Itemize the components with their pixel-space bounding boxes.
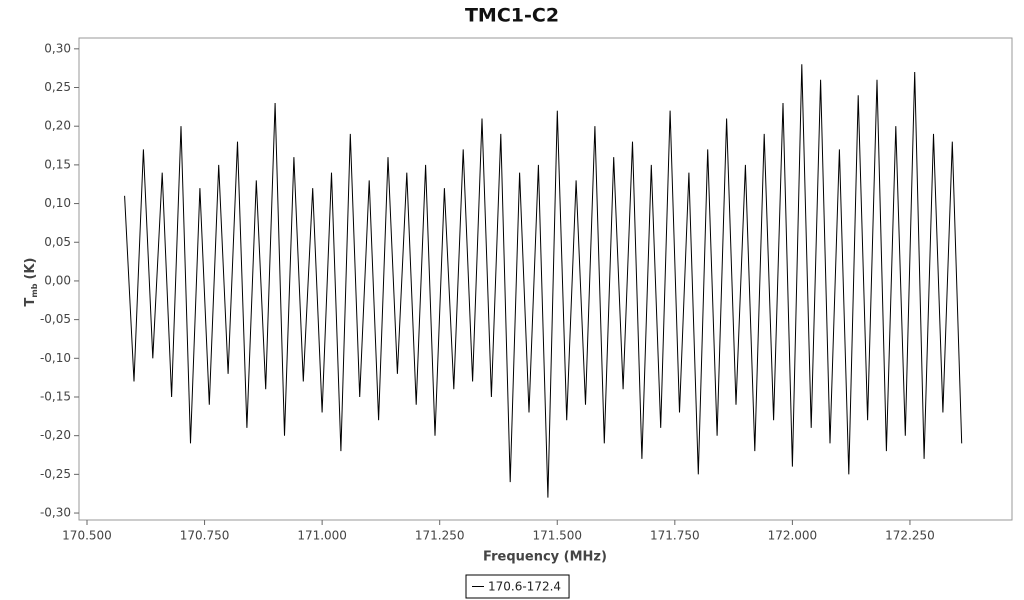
legend-box xyxy=(465,574,570,599)
y-tick-label: 0,25 xyxy=(44,80,71,94)
y-tick-label: 0,20 xyxy=(44,119,71,133)
y-tick-label: 0,00 xyxy=(44,273,71,287)
y-tick-label: 0,05 xyxy=(44,235,71,249)
x-tick-label: 170.500 xyxy=(62,529,112,543)
x-tick-label: 171.000 xyxy=(297,529,347,543)
y-tick-label: -0,20 xyxy=(40,428,71,442)
y-label-sub: mb xyxy=(30,283,39,297)
y-tick-label: -0,30 xyxy=(40,506,71,520)
legend: 170.6-172.4 xyxy=(465,574,570,599)
x-tick-label: 171.500 xyxy=(532,529,582,543)
x-tick-label: 172.250 xyxy=(885,529,935,543)
x-tick-label: 171.250 xyxy=(415,529,465,543)
y-tick-label: -0,05 xyxy=(40,312,71,326)
y-tick-label: -0,25 xyxy=(40,467,71,481)
y-tick-label: 0,10 xyxy=(44,196,71,210)
y-tick-label: 0,30 xyxy=(44,41,71,55)
x-tick-label: 170.750 xyxy=(180,529,230,543)
x-tick-label: 172.000 xyxy=(768,529,818,543)
y-tick-label: -0,10 xyxy=(40,351,71,365)
y-axis-label: Tmb (K) xyxy=(23,258,39,307)
y-tick-label: 0,15 xyxy=(44,157,71,171)
plot-frame xyxy=(78,37,1013,521)
y-label-unit: (K) xyxy=(23,258,38,280)
chart-title: TMC1-C2 xyxy=(465,5,559,27)
x-axis-label: Frequency (MHz) xyxy=(483,550,607,565)
legend-label: 170.6-172.4 xyxy=(488,580,561,594)
series-line xyxy=(124,64,963,498)
x-tick-label: 171.750 xyxy=(650,529,700,543)
y-tick-label: -0,15 xyxy=(40,389,71,403)
y-label-main: T xyxy=(23,297,38,306)
